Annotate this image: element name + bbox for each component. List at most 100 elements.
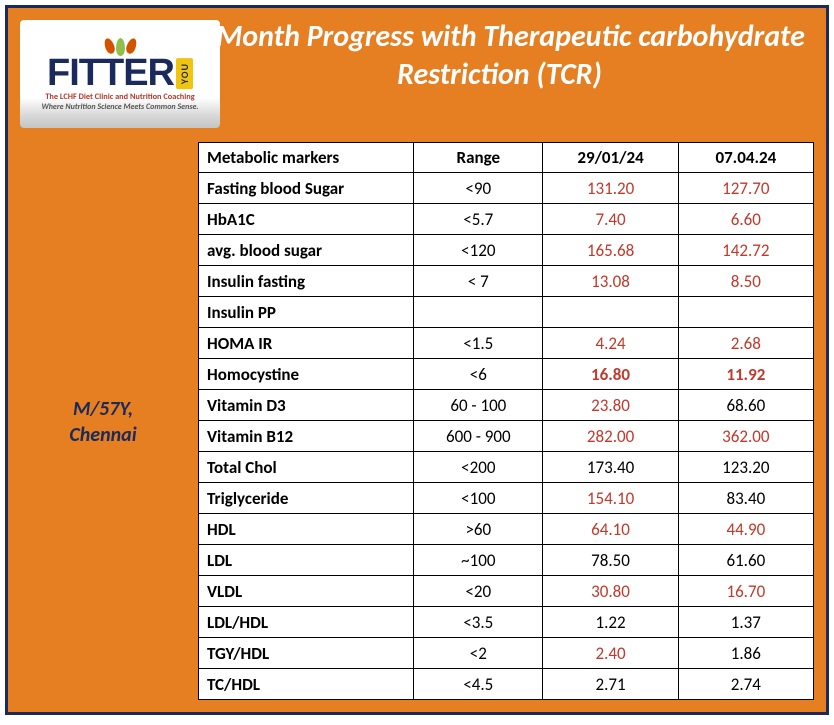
value-cell-date1 [543, 297, 678, 328]
report-title: 3 Month Progress with Therapeutic carboh… [183, 18, 816, 93]
patient-line-1: M/57Y, [8, 396, 198, 422]
marker-cell: Fasting blood Sugar [199, 173, 414, 204]
table-row: HOMA IR<1.54.242.68 [199, 328, 814, 359]
table-row: Vitamin D360 - 10023.8068.60 [199, 390, 814, 421]
marker-cell: Triglyceride [199, 483, 414, 514]
range-cell: <5.7 [414, 204, 543, 235]
table-row: Triglyceride<100154.1083.40 [199, 483, 814, 514]
value-cell-date1: 2.71 [543, 669, 678, 700]
marker-cell: HbA1C [199, 204, 414, 235]
value-cell-date2: 8.50 [678, 266, 813, 297]
value-cell-date2: 362.00 [678, 421, 813, 452]
marker-cell: Vitamin B12 [199, 421, 414, 452]
table-row: VLDL<2030.8016.70 [199, 576, 814, 607]
marker-cell: Vitamin D3 [199, 390, 414, 421]
range-cell: <120 [414, 235, 543, 266]
value-cell-date2: 11.92 [678, 359, 813, 390]
value-cell-date1: 131.20 [543, 173, 678, 204]
range-cell: 60 - 100 [414, 390, 543, 421]
range-cell: <200 [414, 452, 543, 483]
logo-wordmark: FITTER YOU [47, 52, 193, 95]
value-cell-date1: 4.24 [543, 328, 678, 359]
value-cell-date1: 78.50 [543, 545, 678, 576]
table-row: Insulin fasting< 713.088.50 [199, 266, 814, 297]
value-cell-date1: 16.80 [543, 359, 678, 390]
marker-cell: HOMA IR [199, 328, 414, 359]
header-date-2: 07.04.24 [678, 143, 813, 173]
marker-cell: TGY/HDL [199, 638, 414, 669]
value-cell-date2: 123.20 [678, 452, 813, 483]
range-cell: < 7 [414, 266, 543, 297]
marker-cell: HDL [199, 514, 414, 545]
marker-cell: TC/HDL [199, 669, 414, 700]
marker-cell: Total Chol [199, 452, 414, 483]
patient-line-2: Chennai [8, 422, 198, 448]
value-cell-date2: 2.68 [678, 328, 813, 359]
table-row: HbA1C<5.77.406.60 [199, 204, 814, 235]
logo-tagline-2: Where Nutrition Science Meets Common Sen… [41, 102, 198, 112]
table-row: Homocystine<616.8011.92 [199, 359, 814, 390]
value-cell-date1: 13.08 [543, 266, 678, 297]
value-cell-date2: 1.86 [678, 638, 813, 669]
patient-info: M/57Y, Chennai [8, 396, 198, 448]
value-cell-date1: 165.68 [543, 235, 678, 266]
range-cell: <1.5 [414, 328, 543, 359]
table-row: LDL/HDL<3.51.221.37 [199, 607, 814, 638]
table-row: HDL>6064.1044.90 [199, 514, 814, 545]
value-cell-date2: 127.70 [678, 173, 813, 204]
value-cell-date1: 173.40 [543, 452, 678, 483]
value-cell-date1: 7.40 [543, 204, 678, 235]
value-cell-date2: 83.40 [678, 483, 813, 514]
header-date-1: 29/01/24 [543, 143, 678, 173]
range-cell: ~100 [414, 545, 543, 576]
table-row: Vitamin B12600 - 900282.00362.00 [199, 421, 814, 452]
range-cell [414, 297, 543, 328]
range-cell: >60 [414, 514, 543, 545]
table-row: TC/HDL<4.52.712.74 [199, 669, 814, 700]
value-cell-date2: 44.90 [678, 514, 813, 545]
value-cell-date1: 30.80 [543, 576, 678, 607]
metabolic-table-wrap: Metabolic markers Range 29/01/24 07.04.2… [198, 142, 814, 700]
logo-main-text: FITTER [47, 52, 174, 95]
metabolic-table: Metabolic markers Range 29/01/24 07.04.2… [198, 142, 814, 700]
logo-tagline-1: The LCHF Diet Clinic and Nutrition Coach… [45, 92, 194, 102]
range-cell: <2 [414, 638, 543, 669]
value-cell-date2: 2.74 [678, 669, 813, 700]
table-row: Total Chol<200173.40123.20 [199, 452, 814, 483]
marker-cell: LDL [199, 545, 414, 576]
marker-cell: avg. blood sugar [199, 235, 414, 266]
table-row: avg. blood sugar<120165.68142.72 [199, 235, 814, 266]
value-cell-date2: 1.37 [678, 607, 813, 638]
value-cell-date1: 1.22 [543, 607, 678, 638]
marker-cell: Insulin fasting [199, 266, 414, 297]
marker-cell: VLDL [199, 576, 414, 607]
value-cell-date2: 142.72 [678, 235, 813, 266]
value-cell-date1: 2.40 [543, 638, 678, 669]
table-row: TGY/HDL<22.401.86 [199, 638, 814, 669]
value-cell-date2: 6.60 [678, 204, 813, 235]
table-row: Insulin PP [199, 297, 814, 328]
table-row: LDL~10078.5061.60 [199, 545, 814, 576]
value-cell-date2: 61.60 [678, 545, 813, 576]
marker-cell: Insulin PP [199, 297, 414, 328]
value-cell-date2: 16.70 [678, 576, 813, 607]
range-cell: <6 [414, 359, 543, 390]
value-cell-date1: 154.10 [543, 483, 678, 514]
value-cell-date1: 23.80 [543, 390, 678, 421]
range-cell: <4.5 [414, 669, 543, 700]
header-markers: Metabolic markers [199, 143, 414, 173]
value-cell-date1: 64.10 [543, 514, 678, 545]
range-cell: <90 [414, 173, 543, 204]
range-cell: <100 [414, 483, 543, 514]
range-cell: <3.5 [414, 607, 543, 638]
value-cell-date1: 282.00 [543, 421, 678, 452]
marker-cell: Homocystine [199, 359, 414, 390]
marker-cell: LDL/HDL [199, 607, 414, 638]
value-cell-date2 [678, 297, 813, 328]
table-row: Fasting blood Sugar<90131.20127.70 [199, 173, 814, 204]
range-cell: <20 [414, 576, 543, 607]
table-header-row: Metabolic markers Range 29/01/24 07.04.2… [199, 143, 814, 173]
report-frame: FITTER YOU The LCHF Diet Clinic and Nutr… [5, 5, 829, 715]
header-range: Range [414, 143, 543, 173]
range-cell: 600 - 900 [414, 421, 543, 452]
